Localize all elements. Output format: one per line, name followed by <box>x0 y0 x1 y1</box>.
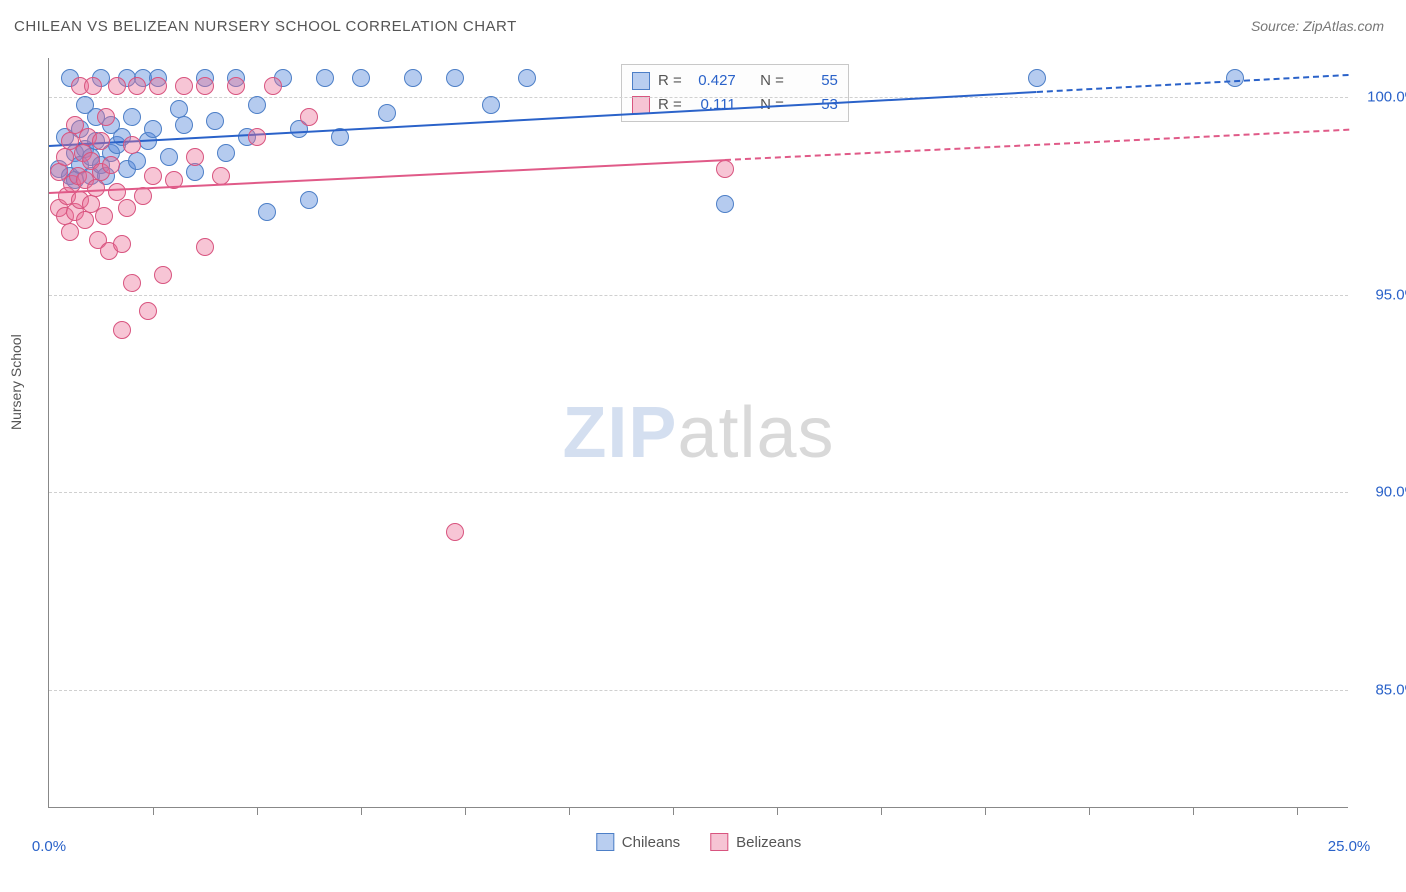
gridline-horizontal <box>49 295 1348 296</box>
legend-label-chileans: Chileans <box>622 834 680 851</box>
gridline-horizontal <box>49 97 1348 98</box>
legend-swatch-chileans <box>596 833 614 851</box>
scatter-point-belizeans <box>95 207 113 225</box>
scatter-point-belizeans <box>118 199 136 217</box>
trendline-chileans <box>49 91 1037 147</box>
scatter-point-chileans <box>446 69 464 87</box>
scatter-point-belizeans <box>128 77 146 95</box>
stats-swatch-chileans <box>632 72 650 90</box>
x-tick <box>985 807 986 815</box>
scatter-point-chileans <box>378 104 396 122</box>
stats-row-chileans: R = 0.427 N = 55 <box>622 69 848 93</box>
x-tick-label: 0.0% <box>32 838 66 855</box>
scatter-point-belizeans <box>102 156 120 174</box>
trendline-belizeans-dashed <box>725 129 1349 161</box>
scatter-point-belizeans <box>92 132 110 150</box>
scatter-point-belizeans <box>144 167 162 185</box>
x-tick <box>1193 807 1194 815</box>
scatter-point-chileans <box>1226 69 1244 87</box>
scatter-point-belizeans <box>139 302 157 320</box>
scatter-point-belizeans <box>264 77 282 95</box>
y-tick-label: 95.0% <box>1375 286 1406 303</box>
scatter-point-chileans <box>352 69 370 87</box>
scatter-point-chileans <box>716 195 734 213</box>
y-tick-label: 85.0% <box>1375 681 1406 698</box>
scatter-point-chileans <box>300 191 318 209</box>
r-value-chileans: 0.427 <box>690 69 736 93</box>
scatter-point-chileans <box>316 69 334 87</box>
scatter-point-chileans <box>248 96 266 114</box>
x-tick <box>1297 807 1298 815</box>
source-attribution: Source: ZipAtlas.com <box>1251 18 1384 34</box>
watermark-part1: ZIP <box>562 393 677 473</box>
legend-bottom: Chileans Belizeans <box>596 833 801 851</box>
scatter-point-belizeans <box>61 223 79 241</box>
x-tick <box>881 807 882 815</box>
watermark-part2: atlas <box>677 393 834 473</box>
scatter-point-belizeans <box>113 235 131 253</box>
scatter-point-belizeans <box>108 77 126 95</box>
x-tick <box>673 807 674 815</box>
scatter-point-belizeans <box>175 77 193 95</box>
scatter-point-belizeans <box>154 266 172 284</box>
scatter-point-belizeans <box>248 128 266 146</box>
scatter-point-belizeans <box>56 148 74 166</box>
x-tick <box>777 807 778 815</box>
scatter-point-belizeans <box>196 238 214 256</box>
scatter-point-belizeans <box>149 77 167 95</box>
scatter-point-belizeans <box>186 148 204 166</box>
gridline-horizontal <box>49 690 1348 691</box>
scatter-point-chileans <box>217 144 235 162</box>
r-label: R = <box>658 69 682 93</box>
x-tick <box>257 807 258 815</box>
scatter-point-belizeans <box>134 187 152 205</box>
scatter-point-belizeans <box>108 183 126 201</box>
scatter-point-chileans <box>128 152 146 170</box>
scatter-point-belizeans <box>76 211 94 229</box>
scatter-point-chileans <box>186 163 204 181</box>
scatter-point-belizeans <box>716 160 734 178</box>
scatter-point-chileans <box>123 108 141 126</box>
y-axis-title: Nursery School <box>8 334 24 430</box>
scatter-point-chileans <box>482 96 500 114</box>
y-tick-label: 90.0% <box>1375 484 1406 501</box>
watermark: ZIPatlas <box>562 392 834 474</box>
x-tick <box>361 807 362 815</box>
plot-area: ZIPatlas R =0.427 N =55R =0.111 N =53 Ch… <box>48 58 1348 808</box>
scatter-point-chileans <box>518 69 536 87</box>
x-tick <box>153 807 154 815</box>
scatter-point-belizeans <box>300 108 318 126</box>
gridline-horizontal <box>49 492 1348 493</box>
correlation-chart: CHILEAN VS BELIZEAN NURSERY SCHOOL CORRE… <box>0 0 1406 892</box>
scatter-point-belizeans <box>84 77 102 95</box>
scatter-point-chileans <box>144 120 162 138</box>
trendline-chileans-dashed <box>1037 74 1349 93</box>
legend-item-chileans: Chileans <box>596 833 680 851</box>
scatter-point-belizeans <box>87 179 105 197</box>
scatter-point-belizeans <box>446 523 464 541</box>
scatter-point-belizeans <box>196 77 214 95</box>
scatter-point-chileans <box>175 116 193 134</box>
legend-label-belizeans: Belizeans <box>736 834 801 851</box>
scatter-point-chileans <box>206 112 224 130</box>
chart-title: CHILEAN VS BELIZEAN NURSERY SCHOOL CORRE… <box>14 18 517 35</box>
scatter-point-belizeans <box>97 108 115 126</box>
scatter-point-belizeans <box>123 274 141 292</box>
n-label: N = <box>760 69 784 93</box>
legend-item-belizeans: Belizeans <box>710 833 801 851</box>
x-tick-label: 25.0% <box>1328 838 1371 855</box>
x-tick <box>1089 807 1090 815</box>
scatter-point-chileans <box>1028 69 1046 87</box>
scatter-point-belizeans <box>113 321 131 339</box>
legend-swatch-belizeans <box>710 833 728 851</box>
x-tick <box>569 807 570 815</box>
scatter-point-belizeans <box>123 136 141 154</box>
scatter-point-belizeans <box>227 77 245 95</box>
x-tick <box>465 807 466 815</box>
scatter-point-chileans <box>404 69 422 87</box>
y-tick-label: 100.0% <box>1367 89 1406 106</box>
scatter-point-chileans <box>160 148 178 166</box>
n-value-chileans: 55 <box>792 69 838 93</box>
scatter-point-chileans <box>258 203 276 221</box>
